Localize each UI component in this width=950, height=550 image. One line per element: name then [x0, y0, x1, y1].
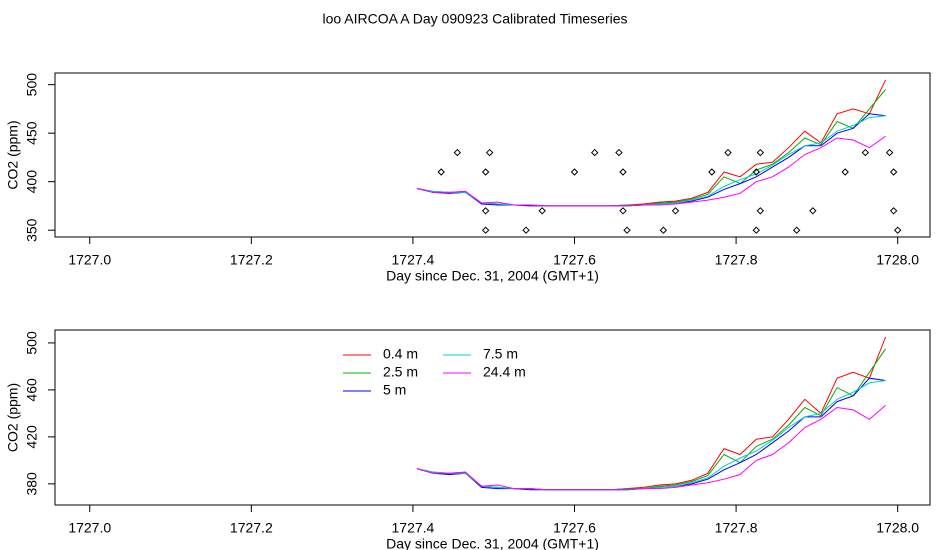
x-tick-label: 1727.2 [230, 252, 273, 268]
x-tick-label: 1728.0 [876, 252, 919, 268]
y-tick-label: 460 [24, 378, 40, 402]
y-tick-label: 500 [24, 73, 40, 97]
flag-point [437, 168, 445, 176]
series-line [416, 113, 886, 207]
x-tick-label: 1727.8 [715, 520, 758, 536]
flag-point [671, 207, 680, 215]
flag-point [485, 148, 494, 157]
flag-point [615, 148, 623, 157]
x-axis-label: Day since Dec. 31, 2004 (GMT+1) [386, 268, 599, 284]
y-tick-label: 380 [24, 472, 40, 496]
legend-label: 2.5 m [383, 364, 418, 380]
flag-point [724, 148, 732, 157]
chart-title: loo AIRCOA A Day 090923 Calibrated Times… [322, 11, 627, 27]
flag-point [841, 168, 849, 176]
flag-point [481, 207, 490, 215]
flag-point [659, 226, 668, 234]
x-axis-label: Day since Dec. 31, 2004 (GMT+1) [386, 536, 599, 550]
flag-point [885, 148, 894, 157]
flag-point [708, 168, 716, 176]
x-tick-label: 1727.4 [392, 252, 435, 268]
series-line [416, 377, 886, 491]
flag-point [752, 168, 761, 176]
flag-point [893, 226, 902, 234]
flag-point [453, 148, 462, 157]
y-tick-label: 350 [24, 218, 40, 242]
legend-label: 7.5 m [483, 346, 518, 362]
x-tick-label: 1727.6 [553, 520, 596, 536]
flag-point [481, 226, 490, 234]
series-line [416, 89, 886, 207]
y-axis-label: CO2 (ppm) [5, 383, 21, 452]
series-line [416, 115, 886, 207]
flag-point [619, 168, 627, 176]
flag-point [889, 168, 898, 176]
flag-point [861, 148, 870, 157]
x-tick-label: 1727.6 [553, 252, 596, 268]
plot-box [54, 329, 931, 506]
flag-point [522, 226, 530, 234]
flag-point [623, 226, 631, 234]
flag-point [792, 226, 801, 234]
legend-label: 5 m [383, 382, 406, 398]
x-tick-label: 1727.0 [68, 252, 111, 268]
legend-label: 0.4 m [383, 346, 418, 362]
flag-point [538, 207, 546, 215]
x-tick-label: 1727.0 [68, 520, 111, 536]
flag-point [809, 207, 817, 215]
x-tick-label: 1727.8 [715, 252, 758, 268]
x-tick-label: 1728.0 [876, 520, 919, 536]
y-axis-label: CO2 (ppm) [5, 120, 21, 189]
flag-point [889, 207, 898, 215]
x-tick-label: 1727.2 [230, 520, 273, 536]
flag-point [756, 207, 765, 215]
series-line [416, 380, 886, 491]
legend-label: 24.4 m [483, 364, 526, 380]
flag-point [752, 226, 761, 234]
plot-box [54, 72, 931, 238]
flag-point [481, 168, 490, 176]
series-line [416, 404, 886, 491]
x-tick-label: 1727.4 [392, 520, 435, 536]
flag-point [619, 207, 627, 215]
flag-point [756, 148, 765, 157]
flag-point [570, 168, 579, 176]
y-tick-label: 500 [24, 331, 40, 355]
y-tick-label: 420 [24, 425, 40, 449]
y-tick-label: 400 [24, 170, 40, 194]
y-tick-label: 450 [24, 121, 40, 145]
flag-point [590, 148, 599, 157]
series-line [416, 135, 886, 207]
